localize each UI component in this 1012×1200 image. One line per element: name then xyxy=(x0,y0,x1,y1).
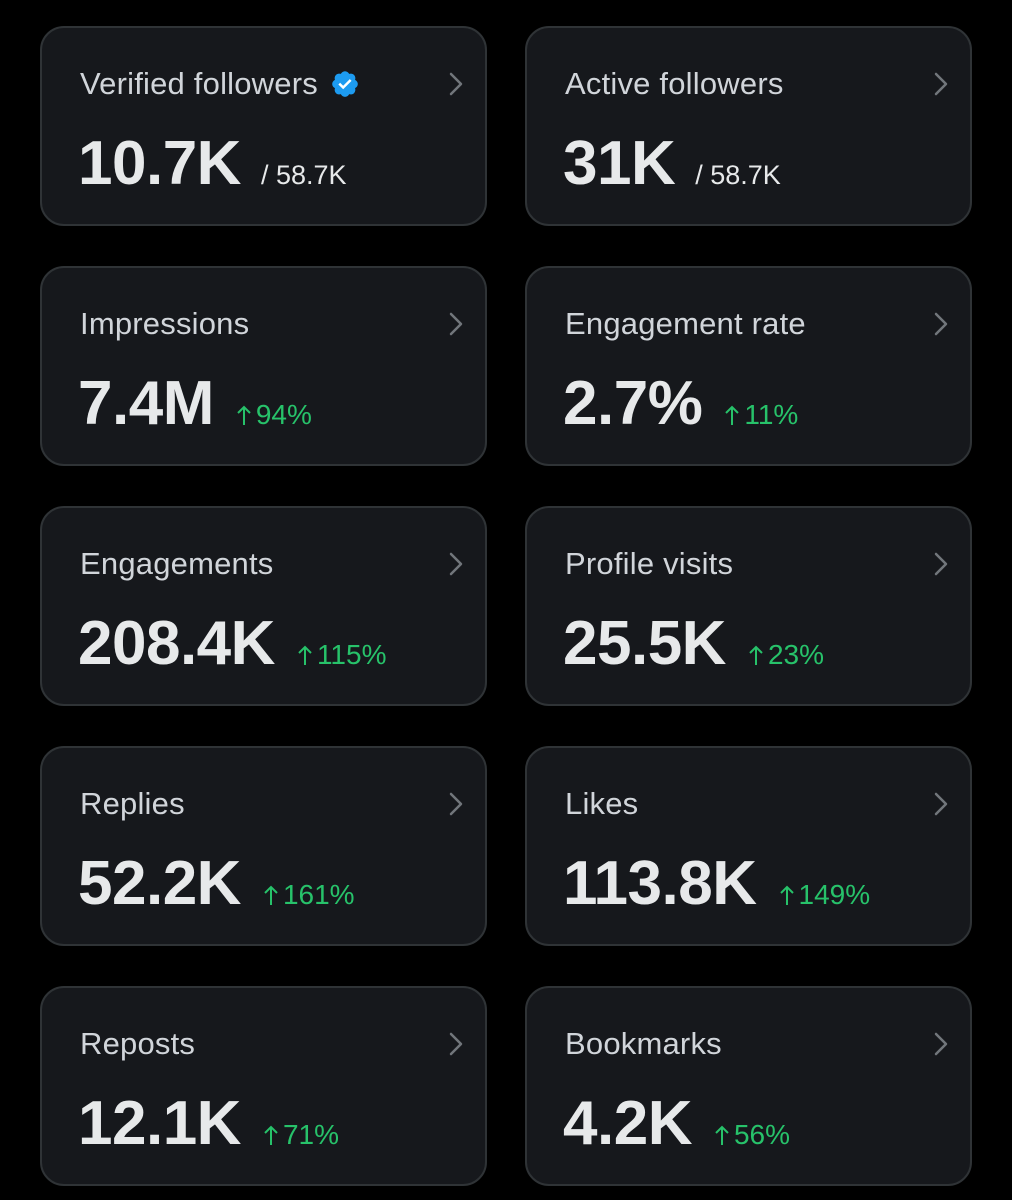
value-row: 12.1K 71% xyxy=(78,1088,339,1159)
value-row: 2.7% 11% xyxy=(563,368,798,439)
card-impressions[interactable]: Impressions 7.4M 94% xyxy=(40,266,487,466)
card-profile-visits[interactable]: Profile visits 25.5K 23% xyxy=(525,506,972,706)
card-verified-followers[interactable]: Verified followers 10.7K / 58.7K xyxy=(40,26,487,226)
card-replies[interactable]: Replies 52.2K 161% xyxy=(40,746,487,946)
card-title: Replies xyxy=(80,786,185,821)
card-title: Verified followers xyxy=(80,66,318,101)
chevron-right-icon[interactable] xyxy=(932,790,950,818)
change-value: 161% xyxy=(282,879,355,910)
change-value: 71% xyxy=(282,1119,339,1150)
change-value: 94% xyxy=(255,399,312,430)
chevron-right-icon[interactable] xyxy=(447,1030,465,1058)
arrow-up-icon xyxy=(779,885,794,905)
change-indicator: 161% xyxy=(263,879,355,911)
metric-value: 7.4M xyxy=(78,369,214,438)
card-title: Reposts xyxy=(80,1026,196,1061)
card-title: Impressions xyxy=(80,306,250,341)
metric-denominator: / 58.7K xyxy=(695,160,781,190)
card-title: Profile visits xyxy=(565,546,734,581)
metric-value: 25.5K xyxy=(563,609,726,678)
card-title-row: Engagements xyxy=(80,546,274,582)
card-engagement-rate[interactable]: Engagement rate 2.7% 11% xyxy=(525,266,972,466)
value-row: 10.7K / 58.7K xyxy=(78,128,347,199)
card-title-row: Reposts xyxy=(80,1026,195,1062)
card-title: Active followers xyxy=(565,66,784,101)
card-reposts[interactable]: Reposts 12.1K 71% xyxy=(40,986,487,1186)
card-likes[interactable]: Likes 113.8K 149% xyxy=(525,746,972,946)
metric-value: 12.1K xyxy=(78,1089,241,1158)
card-engagements[interactable]: Engagements 208.4K 115% xyxy=(40,506,487,706)
value-row: 31K / 58.7K xyxy=(563,128,781,199)
change-indicator: 71% xyxy=(263,1119,339,1151)
metric-value: 113.8K xyxy=(563,849,757,918)
change-indicator: 11% xyxy=(724,399,798,431)
card-title: Likes xyxy=(565,786,639,821)
metrics-grid: Verified followers 10.7K / 58.7K Active … xyxy=(40,26,972,1186)
card-title: Engagements xyxy=(80,546,274,581)
metric-value: 4.2K xyxy=(563,1089,692,1158)
metric-value: 31K xyxy=(563,129,676,198)
value-row: 208.4K 115% xyxy=(78,608,386,679)
card-title: Bookmarks xyxy=(565,1026,722,1061)
change-indicator: 149% xyxy=(779,879,871,911)
card-title-row: Profile visits xyxy=(565,546,733,582)
arrow-up-icon xyxy=(237,405,251,425)
change-value: 11% xyxy=(744,399,799,430)
card-bookmarks[interactable]: Bookmarks 4.2K 56% xyxy=(525,986,972,1186)
card-title-row: Engagement rate xyxy=(565,306,806,342)
verified-badge-icon xyxy=(332,71,358,97)
chevron-right-icon[interactable] xyxy=(932,70,950,98)
value-row: 7.4M 94% xyxy=(78,368,312,439)
card-title-row: Replies xyxy=(80,786,185,822)
arrow-up-icon xyxy=(749,645,763,665)
chevron-right-icon[interactable] xyxy=(932,310,950,338)
card-title-row: Verified followers xyxy=(80,66,360,102)
value-row: 52.2K 161% xyxy=(78,848,355,919)
arrow-up-icon xyxy=(725,405,740,425)
arrow-up-icon xyxy=(298,645,312,665)
chevron-right-icon[interactable] xyxy=(447,550,465,578)
metric-denominator: / 58.7K xyxy=(260,160,347,190)
metric-value: 2.7% xyxy=(563,369,703,438)
arrow-up-icon xyxy=(715,1125,729,1145)
chevron-right-icon[interactable] xyxy=(447,790,465,818)
arrow-up-icon xyxy=(264,885,278,905)
value-row: 25.5K 23% xyxy=(563,608,824,679)
chevron-right-icon[interactable] xyxy=(447,70,465,98)
change-value: 115% xyxy=(316,639,387,670)
chevron-right-icon[interactable] xyxy=(932,550,950,578)
change-indicator: 94% xyxy=(236,399,312,431)
card-title-row: Active followers xyxy=(565,66,784,102)
metric-value: 52.2K xyxy=(78,849,241,918)
card-title-row: Bookmarks xyxy=(565,1026,722,1062)
arrow-up-icon xyxy=(264,1125,278,1145)
change-value: 56% xyxy=(733,1119,791,1150)
change-indicator: 56% xyxy=(714,1119,790,1151)
card-title-row: Impressions xyxy=(80,306,249,342)
change-indicator: 115% xyxy=(297,639,387,671)
card-title: Engagement rate xyxy=(565,306,806,341)
chevron-right-icon[interactable] xyxy=(932,1030,950,1058)
card-active-followers[interactable]: Active followers 31K / 58.7K xyxy=(525,26,972,226)
value-row: 4.2K 56% xyxy=(563,1088,790,1159)
metric-value: 208.4K xyxy=(78,609,275,678)
chevron-right-icon[interactable] xyxy=(447,310,465,338)
value-row: 113.8K 149% xyxy=(563,848,870,919)
metric-value: 10.7K xyxy=(78,129,241,198)
change-value: 23% xyxy=(767,639,824,670)
change-indicator: 23% xyxy=(748,639,824,671)
change-value: 149% xyxy=(798,879,871,910)
card-title-row: Likes xyxy=(565,786,638,822)
